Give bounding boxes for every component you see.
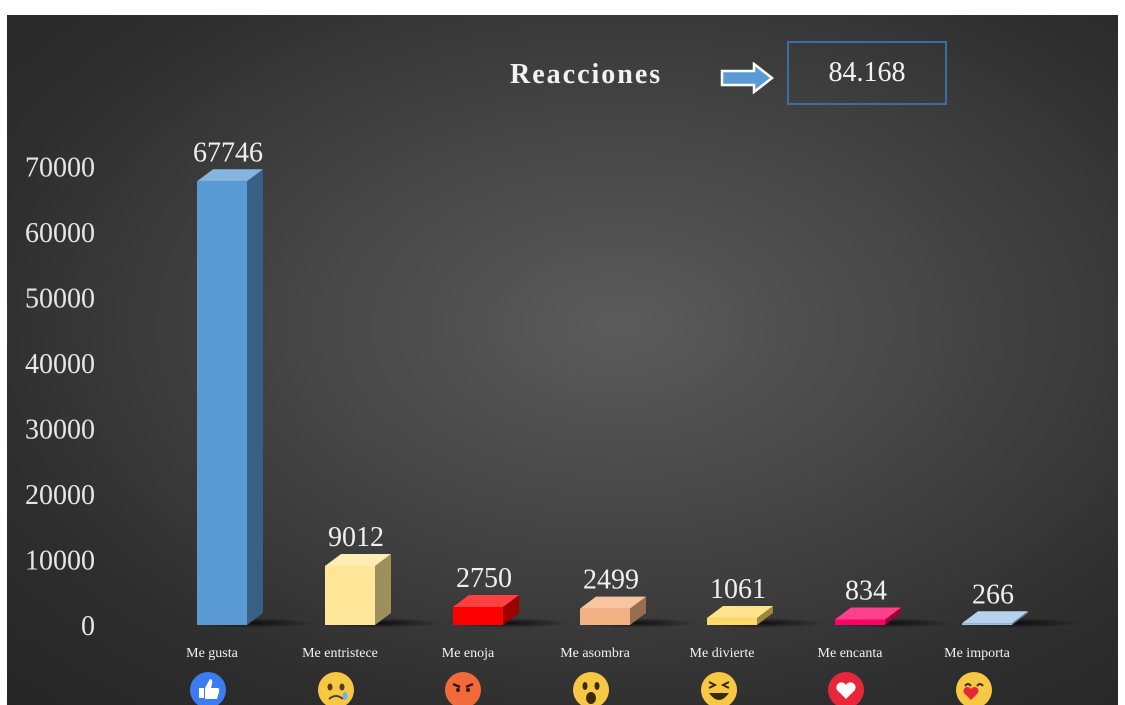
category-label: Me encanta	[818, 646, 884, 661]
bar-top	[707, 606, 773, 619]
bar-top	[325, 553, 391, 566]
bar-top	[580, 596, 646, 609]
bar-side	[1012, 611, 1028, 625]
bar	[707, 618, 757, 625]
bar-top	[453, 594, 519, 607]
reactions-total-box: 84.168	[787, 41, 947, 105]
y-tick-label: 40000	[25, 349, 95, 380]
sad-icon	[328, 695, 344, 700]
bar-top	[197, 169, 263, 182]
bar-top	[962, 611, 1028, 624]
y-tick-label: 70000	[25, 153, 95, 184]
y-tick-label: 30000	[25, 415, 95, 446]
category-label: Me entristece	[302, 646, 378, 661]
category-label: Me enoja	[442, 646, 495, 661]
haha-icon	[701, 672, 737, 705]
angry-icon	[456, 688, 460, 692]
bar	[325, 565, 375, 625]
sad-icon	[339, 683, 345, 691]
data-label: 67746	[193, 137, 263, 168]
data-label: 2750	[456, 563, 512, 594]
bar	[835, 619, 885, 625]
bar-side	[503, 594, 519, 625]
y-tick-label: 10000	[25, 546, 95, 577]
bar	[962, 623, 1012, 625]
data-label: 2499	[583, 565, 639, 596]
data-label: 9012	[328, 522, 384, 553]
like-icon	[205, 679, 220, 699]
category-label: Me gusta	[186, 646, 239, 661]
bar	[197, 181, 247, 625]
bar-side	[375, 553, 391, 625]
bar	[453, 606, 503, 625]
wow-icon	[586, 692, 596, 704]
angry-icon	[466, 688, 470, 692]
sad-icon	[342, 692, 348, 700]
y-tick-label: 60000	[25, 218, 95, 249]
category-label: Me asombra	[560, 646, 630, 661]
sad-icon	[318, 672, 354, 705]
bar-side	[757, 606, 773, 625]
bar-side	[247, 169, 263, 625]
wow-icon	[594, 682, 600, 690]
angry-icon	[445, 672, 481, 705]
care-icon	[964, 683, 984, 687]
category-label: Me divierte	[690, 646, 755, 661]
bar-chart: 0 10000 20000 30000 40000 50000 60000 70000 6774…	[25, 137, 1079, 705]
y-tick-label: 50000	[25, 284, 95, 315]
wow-icon	[573, 672, 609, 705]
y-tick-label: 20000	[25, 480, 95, 511]
like-icon	[199, 688, 204, 698]
right-arrow-icon	[720, 62, 774, 94]
data-label: 266	[972, 579, 1014, 610]
reactions-title: Reacciones	[510, 59, 663, 90]
bar-side	[630, 596, 646, 625]
category-label: Me importa	[944, 646, 1010, 661]
bar-top	[835, 607, 901, 620]
bar	[580, 608, 630, 625]
haha-icon	[708, 681, 730, 689]
love-icon	[836, 682, 856, 699]
haha-icon	[709, 693, 729, 700]
data-label: 1061	[710, 574, 766, 605]
care-icon	[963, 686, 979, 700]
wow-icon	[582, 682, 588, 690]
y-tick-label: 0	[81, 611, 95, 642]
angry-icon	[452, 682, 474, 689]
sad-icon	[327, 683, 333, 691]
bar-side	[885, 607, 901, 625]
chart-area: 0 10000 20000 30000 40000 50000 60000 70000 6774…	[7, 15, 1118, 705]
reactions-total: 84.168	[828, 57, 906, 88]
data-label: 834	[845, 576, 887, 607]
